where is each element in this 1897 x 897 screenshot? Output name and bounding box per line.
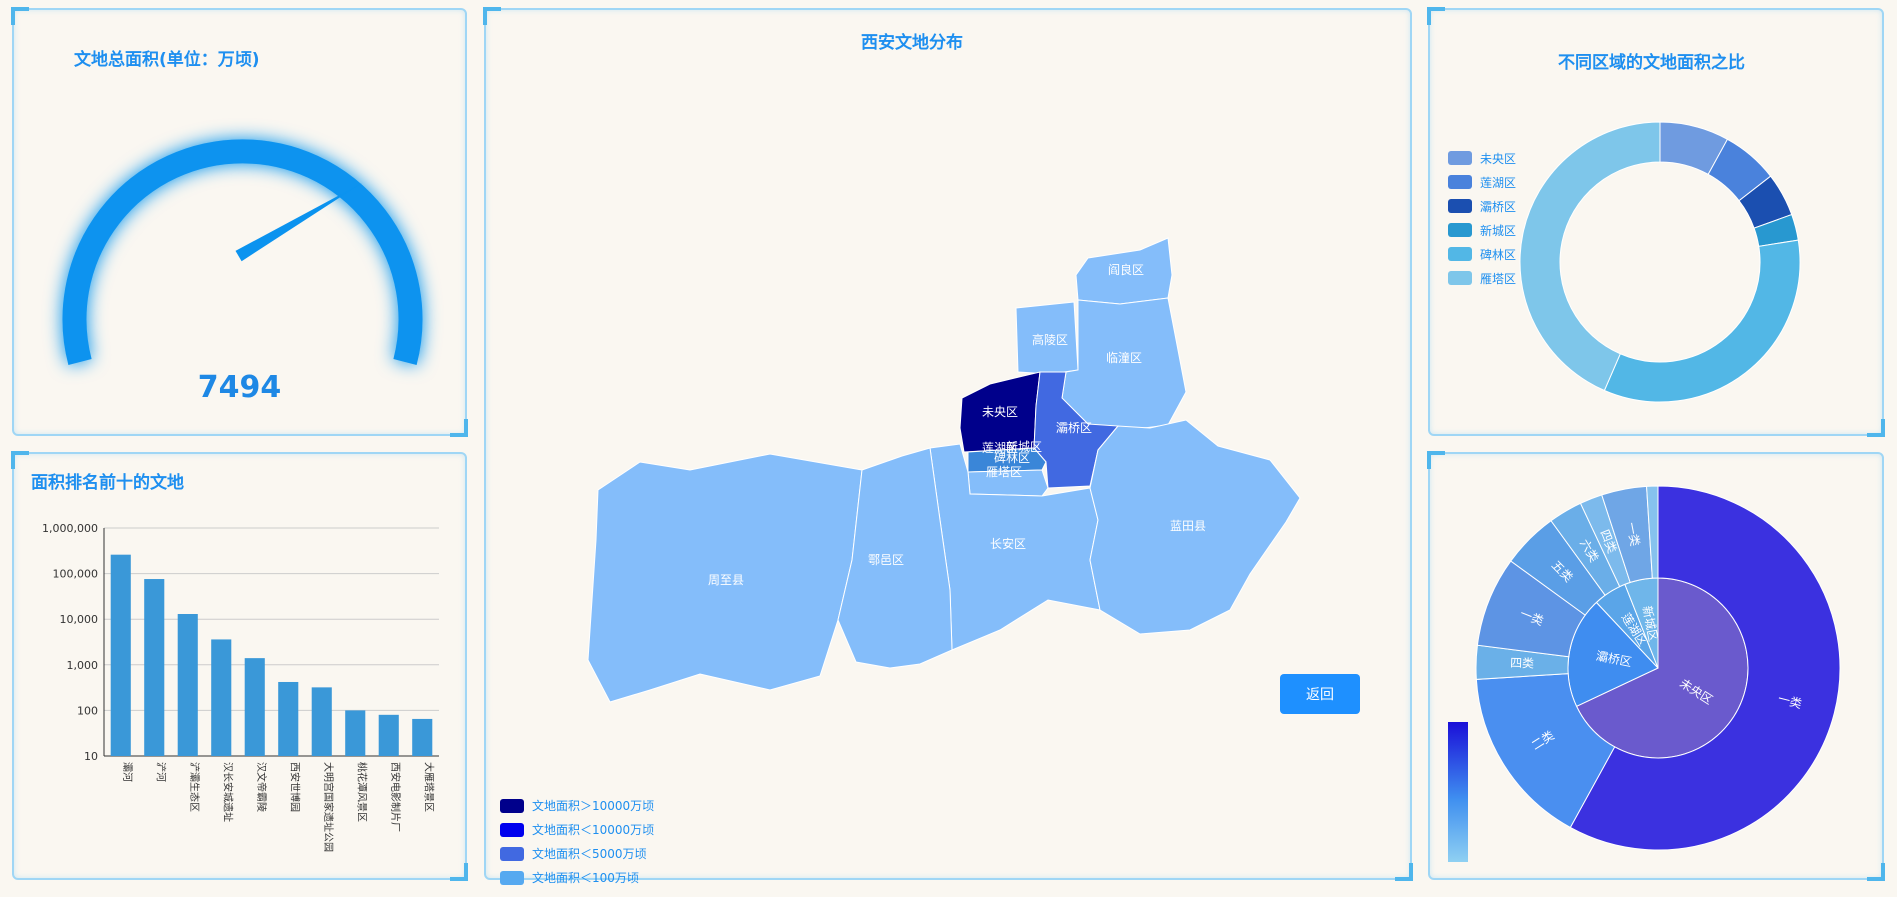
map-legend-item[interactable]: 文地面积＜5000万顷 — [500, 845, 647, 862]
legend-label: 文地面积＜5000万顷 — [532, 847, 647, 861]
gauge-chart — [62, 139, 423, 366]
bar[interactable] — [211, 639, 232, 756]
bar[interactable] — [177, 614, 198, 756]
legend-swatch — [1448, 271, 1472, 285]
gauge-value: 7494 — [197, 370, 282, 405]
legend-label: 文地面积＜10000万顷 — [532, 823, 655, 837]
x-tick-label: 大明宫国家遗址公园 — [322, 762, 335, 852]
bar[interactable] — [412, 718, 433, 756]
x-tick-label: 大雁塔景区 — [422, 762, 435, 812]
bar-title: 面积排名前十的文地 — [31, 473, 184, 493]
bar[interactable] — [110, 554, 131, 756]
district-huyi[interactable] — [837, 447, 953, 669]
legend-label: 文地面积＞10000万顷 — [532, 799, 655, 813]
bar[interactable] — [345, 710, 366, 756]
donut-panel: 不同区域的文地面积之比 未央区 莲湖区 灞桥区 新城区 碑林区 雁塔区 — [1427, 7, 1885, 437]
bar-chart: 10 100 1,000 10,000 100,000 1,000,000 灞河 浐河 浐灞生态… — [42, 522, 439, 852]
map-panel: 西安文地分布 — [483, 7, 1413, 881]
legend-swatch — [500, 798, 524, 813]
donut-legend: 未央区 莲湖区 灞桥区 新城区 碑林区 雁塔区 — [1448, 146, 1516, 290]
legend-label: 文地面积＜100万顷 — [532, 871, 639, 885]
x-tick-label: 汉文帝霸陵 — [255, 762, 268, 812]
back-button[interactable]: 返回 — [1280, 674, 1360, 714]
y-tick-label: 10,000 — [60, 613, 99, 626]
sunburst-segment[interactable] — [1569, 485, 1841, 851]
donut-legend-item[interactable]: 新城区 — [1448, 218, 1516, 242]
bar[interactable] — [278, 681, 299, 756]
district-yanta[interactable] — [967, 469, 1049, 497]
gauge-panel: 文地总面积(单位：万顷) 7494 — [11, 7, 468, 437]
x-tick-label: 桃花潭风景区 — [355, 762, 368, 822]
legend-swatch — [500, 870, 524, 885]
sunburst-label: 新城区 — [1640, 605, 1661, 643]
x-tick-label: 浐灞生态区 — [188, 762, 201, 812]
map-legend-item[interactable]: 文地面积＜100万顷 — [500, 869, 639, 886]
sunburst-label: 一类 — [1624, 521, 1642, 547]
sunburst-label: 灞桥区 — [1595, 649, 1633, 670]
legend-swatch — [1448, 247, 1472, 261]
donut-legend-item[interactable]: 莲湖区 — [1448, 170, 1516, 194]
donut-legend-item[interactable]: 碑林区 — [1448, 242, 1516, 266]
x-tick-label: 西安世博园 — [288, 762, 301, 812]
gauge-arc — [62, 139, 423, 366]
sunburst-segment[interactable] — [1646, 485, 1659, 579]
district-gaoling[interactable] — [1015, 301, 1079, 375]
bar[interactable] — [311, 687, 332, 756]
district-lintong[interactable] — [1061, 297, 1187, 431]
donut-slice[interactable] — [1603, 239, 1801, 403]
gauge-needle — [235, 182, 363, 262]
bar[interactable] — [244, 658, 265, 756]
legend-label: 莲湖区 — [1480, 175, 1517, 190]
map-title: 西安文地分布 — [861, 33, 963, 53]
map-legend-item[interactable]: 文地面积＜10000万顷 — [500, 821, 654, 838]
map-legend-item[interactable]: 文地面积＞10000万顷 — [500, 797, 654, 814]
donut-chart — [1519, 121, 1801, 403]
sunburst-segment[interactable] — [1475, 673, 1616, 829]
x-tick-label: 灞河 — [121, 762, 133, 782]
donut-legend-item[interactable]: 未央区 — [1448, 146, 1516, 170]
legend-label: 碑林区 — [1480, 247, 1517, 262]
bar-panel: 面积排名前十的文地 10 100 1,000 10,000 100,000 1,000,0… — [11, 451, 468, 881]
bar[interactable] — [144, 579, 165, 756]
y-tick-label: 1,000 — [67, 659, 99, 672]
donut-legend-item[interactable]: 灞桥区 — [1448, 194, 1516, 218]
legend-label: 雁塔区 — [1480, 271, 1517, 286]
donut-title: 不同区域的文地面积之比 — [1558, 53, 1745, 73]
district-zhouzhi[interactable] — [587, 453, 863, 703]
legend-label: 灞桥区 — [1480, 199, 1517, 214]
legend-swatch — [1448, 199, 1472, 213]
bar[interactable] — [378, 714, 399, 756]
legend-swatch — [1448, 223, 1472, 237]
legend-label: 未央区 — [1480, 151, 1517, 166]
legend-swatch — [1448, 175, 1472, 189]
visual-map-bar[interactable] — [1448, 722, 1468, 862]
x-tick-label: 汉长安城遗址 — [221, 762, 234, 822]
district-lantian[interactable] — [1089, 419, 1301, 635]
y-tick-label: 1,000,000 — [42, 522, 98, 535]
legend-swatch — [1448, 151, 1472, 165]
sunburst-label: 四类 — [1510, 656, 1534, 671]
district-central[interactable] — [967, 447, 1047, 473]
legend-label: 新城区 — [1480, 223, 1517, 238]
y-tick-label: 100 — [77, 704, 98, 717]
donut-slice[interactable] — [1519, 121, 1661, 392]
donut-legend-item[interactable]: 雁塔区 — [1448, 266, 1516, 290]
y-tick-label: 10 — [84, 750, 98, 763]
sunburst-panel: 未央区 灞桥区 莲湖区 新城区 一类 二类 四类 一类 五类 六类 四类 一类 — [1427, 451, 1885, 881]
gauge-title: 文地总面积(单位：万顷) — [74, 50, 260, 70]
legend-swatch — [500, 822, 524, 837]
sunburst-label: 一类 — [1776, 692, 1803, 712]
x-tick-label: 浐河 — [154, 762, 167, 782]
x-tick-label: 西安电影制片厂 — [389, 762, 402, 832]
y-tick-label: 100,000 — [53, 568, 99, 581]
legend-swatch — [500, 846, 524, 861]
